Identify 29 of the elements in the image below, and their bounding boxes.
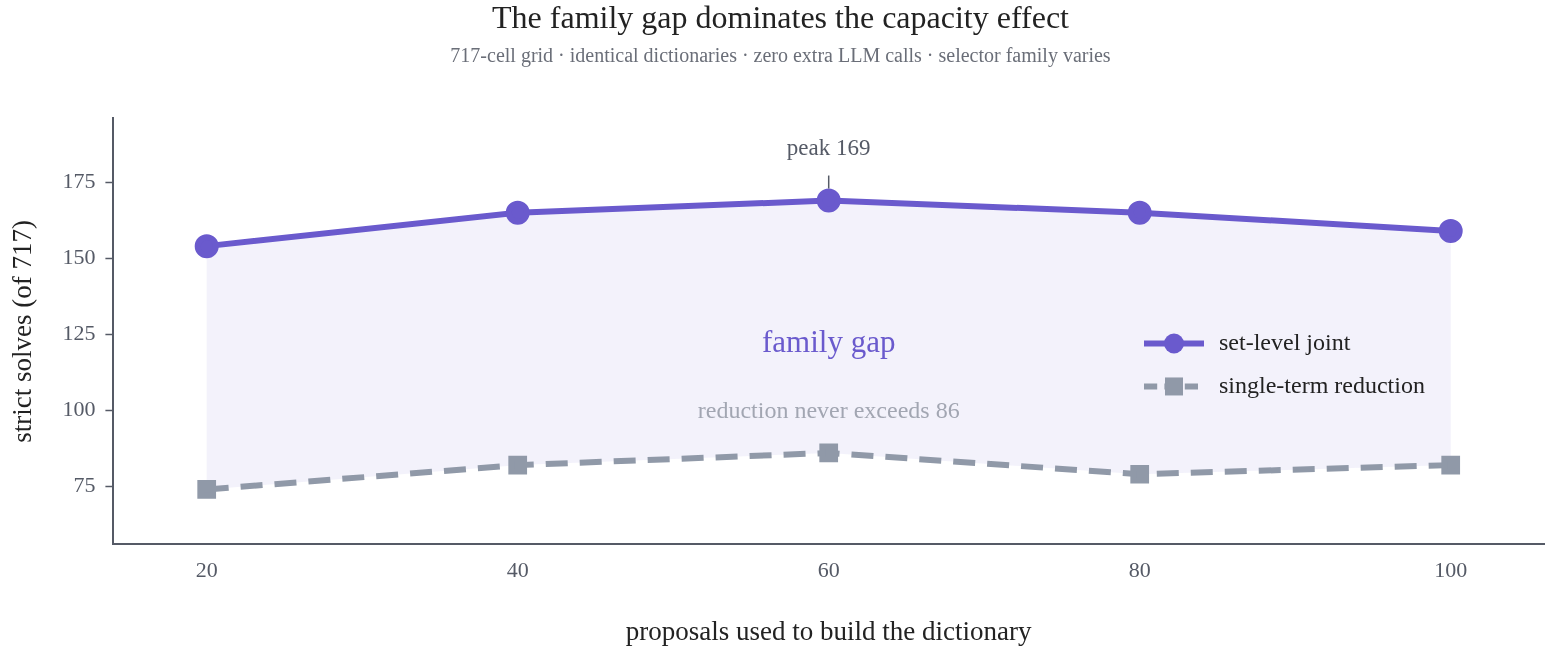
annotation: reduction never exceeds 86 [697, 397, 960, 424]
point [816, 188, 841, 213]
x-tick-label: 40 [506, 557, 529, 583]
x-tick-label: 100 [1434, 557, 1468, 583]
x-axis-title: proposals used to build the dictionary [625, 615, 1033, 646]
point [1127, 200, 1152, 225]
y-tick-label: 100 [62, 396, 96, 422]
point [1130, 464, 1150, 484]
point [197, 480, 217, 499]
point [508, 455, 528, 475]
y-tick-label: 75 [73, 472, 96, 498]
y-axis-title: strict solves (of 717) [7, 219, 38, 443]
point [505, 200, 530, 225]
point [1441, 455, 1461, 475]
x-tick-label: 20 [195, 557, 218, 583]
point [1438, 218, 1463, 243]
x-tick-label: 60 [817, 557, 840, 583]
annotation: family gap [761, 324, 896, 360]
point [194, 234, 219, 259]
y-tick-label: 125 [62, 320, 96, 346]
y-tick-label: 175 [62, 168, 96, 194]
legend-label: single-term reduction [1219, 371, 1425, 398]
x-tick-label: 80 [1128, 557, 1151, 583]
y-tick-label: 150 [62, 244, 96, 270]
annotation: peak 169 [786, 134, 871, 160]
point [819, 443, 839, 463]
chart-title: The family gap dominates the capacity effect [492, 0, 1070, 35]
chart-subtitle: 717-cell grid · identical dictionaries · zero extra LLM calls · selector family varies [450, 43, 1111, 67]
legend-label: set-level joint [1219, 328, 1351, 355]
